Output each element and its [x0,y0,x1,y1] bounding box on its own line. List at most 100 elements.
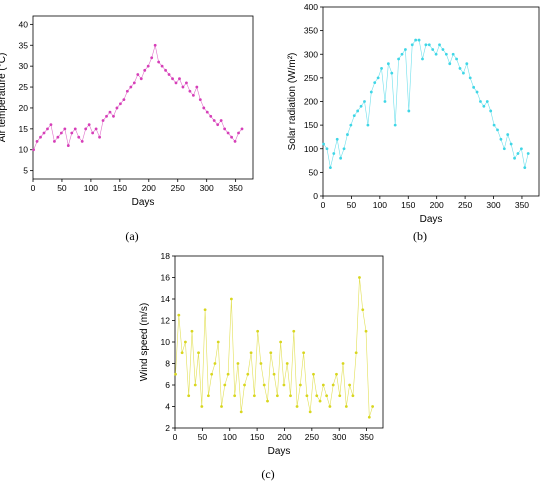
data-point [386,62,390,66]
y-tick-label: 25 [19,82,29,92]
data-point [513,156,516,160]
data-point [87,123,91,127]
data-point [342,147,346,151]
data-point [451,52,455,56]
y-tick-label: 400 [304,2,318,12]
x-tick-label: 100 [373,200,387,210]
x-tick-label: 100 [223,432,237,442]
data-point [404,48,407,51]
data-point [390,71,394,75]
series-line [175,277,373,418]
data-point [153,43,157,47]
data-point [325,394,329,398]
data-point [230,135,233,139]
x-tick-label: 50 [347,200,357,210]
data-point [112,114,115,118]
data-point [292,329,296,333]
data-point [479,100,482,103]
data-point [421,57,424,61]
data-point [193,383,197,387]
data-point [344,405,348,408]
data-point [272,372,276,376]
data-point [98,135,101,139]
data-point [349,123,353,127]
data-point [249,351,253,355]
data-point [462,71,465,75]
data-point [312,372,315,376]
data-point [91,131,95,135]
data-point [94,127,98,131]
data-point [136,73,140,76]
data-point [115,106,119,110]
data-point [35,139,39,143]
y-tick-label: 20 [19,103,29,113]
data-point [318,399,322,403]
y-tick-label: 15 [19,124,29,134]
data-point [223,127,227,131]
data-point [66,144,70,147]
data-point [335,137,339,141]
data-point [308,410,312,414]
data-point [108,110,112,114]
panel-b-label: (b) [413,229,427,243]
data-point [237,131,240,135]
x-tick-label: 200 [142,183,156,193]
y-tick-label: 14 [161,294,171,304]
data-point [298,383,302,387]
data-point [187,394,191,398]
data-point [200,405,204,408]
series-line [323,39,529,168]
x-tick-label: 250 [305,432,319,442]
data-point [275,394,279,398]
y-tick-label: 10 [161,337,171,347]
data-point [205,110,209,114]
data-point [209,114,213,118]
data-point [282,383,286,387]
y-tick-label: 30 [19,61,29,71]
data-point [516,152,520,155]
data-point [150,56,154,60]
data-point [359,104,363,108]
data-point [465,62,469,66]
y-tick-label: 16 [161,273,171,283]
x-tick-label: 300 [486,200,500,210]
y-axis-label: Wind speed (m/s) [139,303,150,381]
x-tick-label: 250 [458,200,472,210]
data-point [400,52,404,56]
data-point [42,131,46,135]
y-tick-label: 2 [165,423,170,433]
data-point [262,383,266,387]
data-point [361,308,365,312]
data-point [191,94,195,97]
data-point [269,351,273,355]
data-point [482,104,486,108]
data-point [236,362,240,365]
data-point [226,131,230,135]
data-point [256,329,260,333]
data-point [210,372,214,376]
data-point [53,139,56,143]
data-point [444,52,448,56]
data-point [59,131,63,135]
data-point [364,329,368,333]
data-point [417,38,421,42]
data-point [84,127,88,131]
data-point [49,123,53,127]
data-point [366,123,370,127]
data-point [502,147,506,151]
data-point [289,394,292,398]
data-point [376,76,380,80]
data-point [285,362,289,365]
data-point [455,57,458,61]
data-point [216,340,220,344]
data-point [338,394,342,398]
y-tick-label: 0 [313,191,318,201]
data-point [279,340,283,344]
data-point [383,100,387,103]
data-point [492,123,496,127]
data-point [190,329,194,333]
data-point [328,405,332,408]
data-point [427,43,431,47]
data-point [63,127,67,131]
